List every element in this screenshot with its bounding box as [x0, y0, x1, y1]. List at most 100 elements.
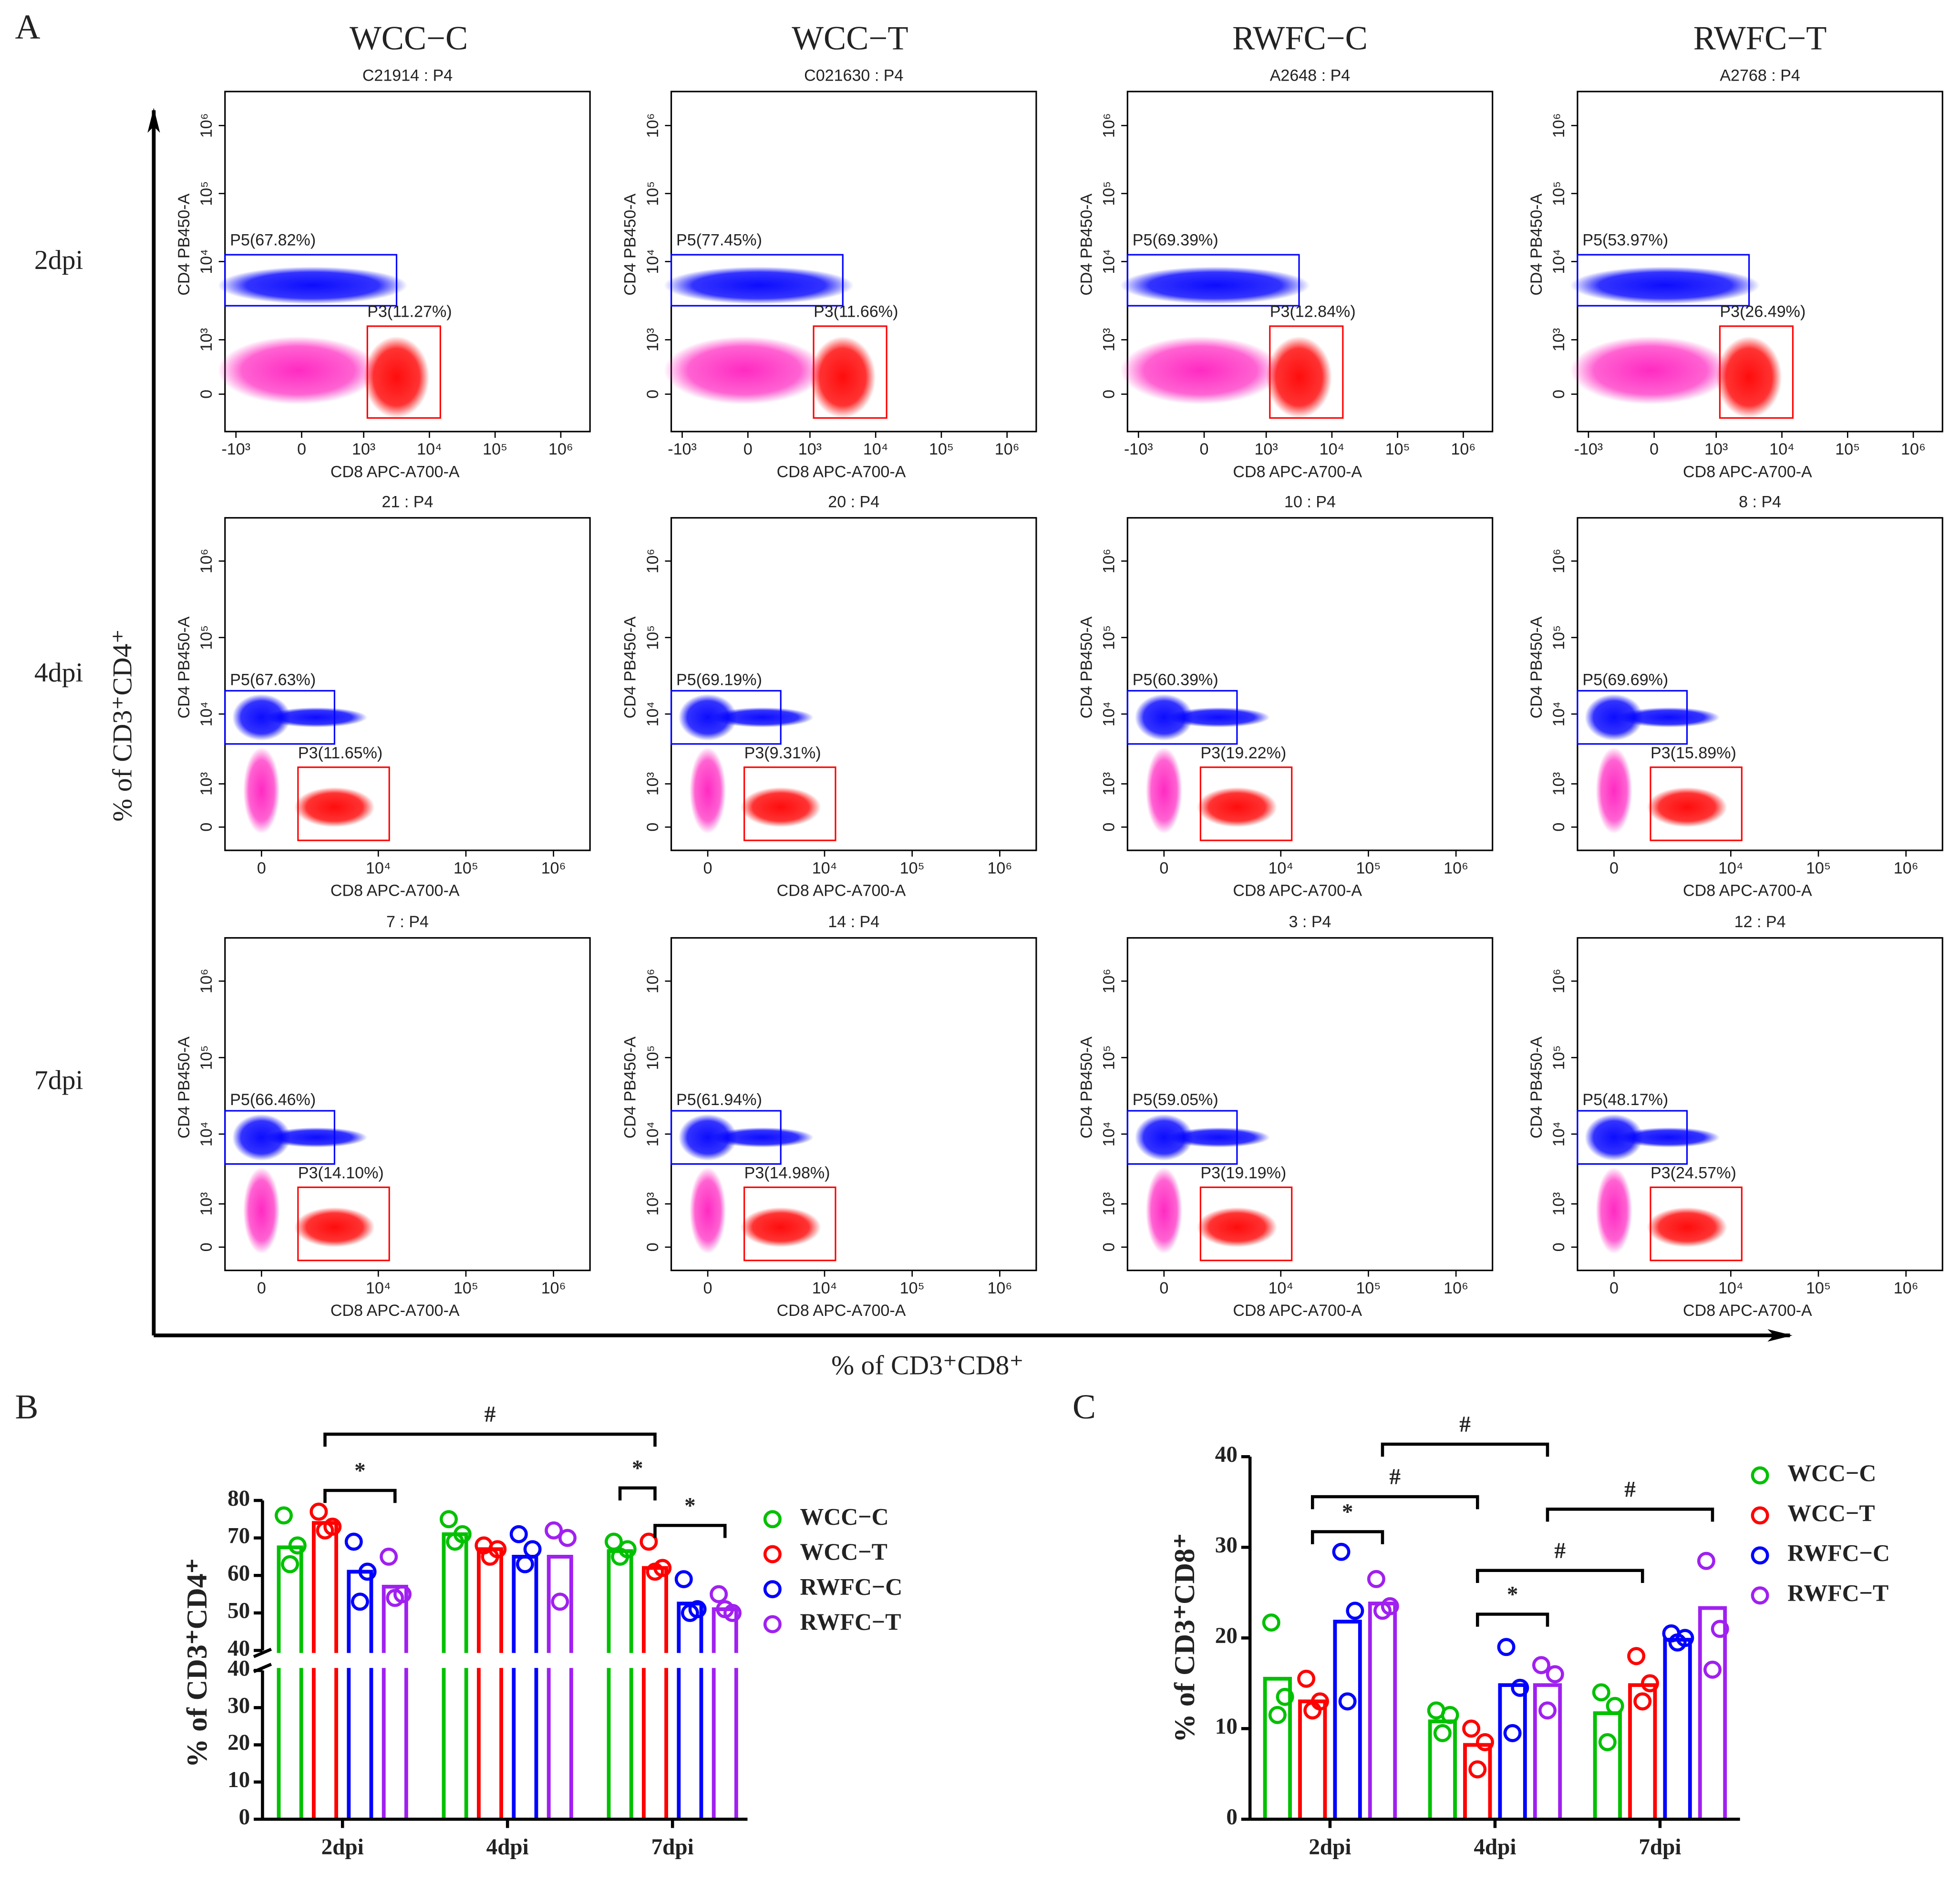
p5-label: P5(60.39%)	[1133, 671, 1218, 689]
data-point	[446, 1532, 464, 1551]
data-point	[1592, 1683, 1610, 1702]
y-tick-label: 10⁶	[644, 969, 662, 993]
bar	[677, 1602, 703, 1820]
p3-gate	[1199, 766, 1293, 841]
panel-label: C	[1073, 1387, 1096, 1426]
y-tick-label: 20	[1215, 1623, 1238, 1648]
x-tick-label: 0	[1609, 1279, 1619, 1297]
y-tick-label: 0	[1550, 1242, 1568, 1251]
data-point	[1633, 1692, 1652, 1711]
data-point	[344, 1532, 363, 1551]
data-point	[1303, 1701, 1322, 1720]
significance-mark: *	[1342, 1500, 1353, 1525]
bar	[1428, 1719, 1457, 1820]
x-tick-label: 10⁴	[1718, 859, 1743, 877]
bar	[382, 1584, 408, 1820]
data-point	[640, 1532, 658, 1551]
plot-title: 7 : P4	[386, 913, 429, 931]
y-tick-label: 10⁵	[1100, 181, 1118, 206]
x-tick-label: 10⁴	[417, 440, 442, 458]
data-point	[1606, 1696, 1624, 1715]
plot-frame	[1126, 937, 1494, 1272]
y-tick-label: 10⁴	[197, 702, 216, 727]
y-tick-label: 10⁴	[644, 1122, 662, 1147]
legend-label: RWFC−C	[800, 1574, 903, 1600]
p5-gate	[224, 1110, 335, 1165]
x-tick-label: 0	[1609, 859, 1619, 877]
cd8-cloud	[740, 1207, 821, 1247]
overall-y-label: % of CD3⁺CD4⁺	[107, 629, 137, 822]
data-point	[674, 1570, 693, 1589]
data-point	[545, 1521, 563, 1540]
p5-label: P5(67.82%)	[230, 231, 316, 249]
y-axis-label: CD4 PB450-A	[1077, 194, 1095, 296]
y-tick-label: 10³	[644, 328, 662, 352]
cd8-cloud	[1197, 787, 1278, 827]
y-tick-label: 10⁴	[1550, 1122, 1568, 1147]
p5-gate	[224, 254, 398, 307]
legend-marker	[763, 1615, 782, 1634]
x-tick-label: 2dpi	[321, 1835, 364, 1860]
data-point	[1503, 1724, 1522, 1742]
significance-bracket	[618, 1486, 657, 1500]
p5-gate	[670, 690, 782, 745]
x-tick-label: 10⁶	[1444, 1279, 1468, 1297]
y-tick-label: 20	[227, 1730, 250, 1755]
x-axis-label: CD8 APC-A700-A	[1683, 1302, 1812, 1320]
plot-title: 14 : P4	[828, 913, 879, 931]
p5-label: P5(66.46%)	[230, 1091, 316, 1109]
data-point	[309, 1502, 328, 1521]
x-tick-label: 10⁴	[812, 1279, 837, 1297]
cd4-tail	[1167, 1127, 1270, 1148]
data-point	[1276, 1687, 1294, 1706]
axis-break	[253, 1647, 272, 1658]
data-point	[1462, 1719, 1481, 1738]
significance-mark: *	[354, 1458, 366, 1483]
legend-label: RWFC−C	[1787, 1540, 1890, 1566]
y-tick-label: 0	[644, 1242, 662, 1251]
cd4-cloud	[232, 694, 291, 741]
x-tick-label: 10³	[798, 440, 822, 458]
y-tick-label: 10⁵	[644, 1045, 662, 1070]
double-negative-cloud	[1145, 1167, 1183, 1254]
plot-title: 3 : P4	[1289, 913, 1331, 931]
data-point	[611, 1547, 629, 1566]
double-negative-cloud	[1145, 747, 1183, 834]
plot-title: 21 : P4	[382, 493, 433, 511]
y-axis-label: % of CD3⁺CD4⁺	[181, 1558, 213, 1768]
x-tick-label: 10⁶	[541, 1279, 566, 1297]
x-tick-label: 2dpi	[1309, 1835, 1351, 1860]
plot-title: 12 : P4	[1734, 913, 1786, 931]
x-tick-label: 0	[1159, 1279, 1168, 1297]
x-tick-label: 10⁶	[995, 440, 1020, 458]
cd4-cloud	[1135, 694, 1194, 741]
x-tick-label: 10⁶	[541, 859, 566, 877]
x-tick-label: 10⁵	[1806, 859, 1831, 877]
legend-label: WCC−C	[800, 1504, 889, 1530]
double-negative-cloud	[243, 747, 280, 834]
column-header: RWFC−C	[1232, 20, 1368, 57]
y-tick-label: 0	[1550, 390, 1568, 399]
data-point	[1703, 1660, 1722, 1679]
data-point	[1627, 1647, 1646, 1665]
significance-bracket	[1475, 1569, 1644, 1583]
data-point	[1268, 1706, 1287, 1724]
significance-bracket	[1381, 1442, 1549, 1457]
y-tick-label: 10⁶	[1100, 548, 1118, 573]
p5-gate	[1126, 1110, 1238, 1165]
data-point	[351, 1592, 369, 1611]
plot-title: C021630 : P4	[804, 66, 903, 84]
y-tick-label: 10⁵	[1550, 1045, 1568, 1070]
y-axis-label: CD4 PB450-A	[1527, 1036, 1546, 1138]
bar	[1593, 1711, 1622, 1820]
x-tick-label: 10⁵	[900, 859, 925, 877]
p3-gate	[813, 325, 887, 419]
y-tick-label: 10⁶	[197, 548, 216, 573]
plot-frame	[224, 937, 591, 1272]
y-tick-label: 10⁵	[197, 181, 216, 206]
y-tick-label: 10⁴	[197, 1122, 216, 1147]
cd8-cloud	[810, 336, 876, 418]
data-point	[1441, 1706, 1459, 1724]
y-tick-label: 10³	[197, 772, 216, 796]
cd8-cloud	[294, 1207, 375, 1247]
